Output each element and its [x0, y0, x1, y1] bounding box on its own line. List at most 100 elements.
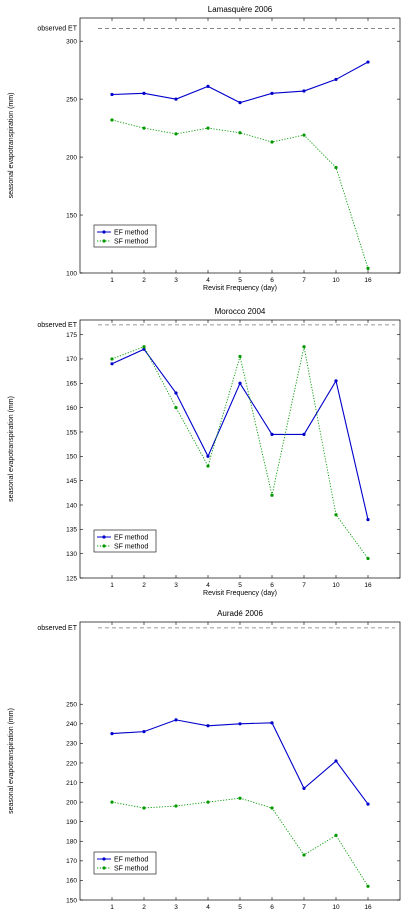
legend-marker	[102, 239, 106, 243]
x-tick-label: 5	[238, 904, 242, 911]
legend-label: SF method	[114, 543, 148, 550]
y-tick-label: 140	[66, 502, 77, 509]
series-line-ef	[111, 348, 369, 520]
series-line-ef	[111, 61, 369, 104]
y-tick-label: 300	[66, 38, 77, 45]
data-point	[110, 118, 114, 122]
data-point	[302, 432, 306, 436]
x-tick-label: 3	[174, 582, 178, 589]
y-tick-label: 100	[66, 270, 77, 277]
x-tick-label: 3	[174, 277, 178, 284]
data-point	[334, 165, 338, 170]
x-tick-label: 1	[110, 277, 114, 284]
y-axis-label: seasonal evapotranspiration (mm)	[8, 93, 15, 199]
data-point	[110, 800, 114, 804]
x-tick-label: 7	[302, 904, 306, 911]
legend-label: SF method	[114, 865, 148, 872]
data-point	[302, 133, 306, 137]
data-point	[110, 92, 114, 97]
x-tick-label: 10	[332, 277, 340, 284]
x-tick-label: 4	[206, 277, 210, 284]
legend-marker	[102, 230, 106, 234]
data-point	[206, 454, 210, 458]
x-axis-label: Revisit Frequency (day)	[203, 285, 277, 292]
legend-label: EF method	[114, 534, 148, 541]
legend: EF method SF method	[93, 851, 157, 875]
data-point	[238, 381, 242, 385]
data-point	[206, 464, 210, 468]
data-point	[270, 806, 274, 810]
data-point	[334, 379, 338, 383]
data-point	[174, 406, 178, 410]
data-point	[366, 556, 370, 561]
y-tick-label: 250	[66, 96, 77, 103]
chart-panel-2: Morocco 2004 1 2 3 4 5 6 7 10 16 125 130 135 140 145 15…	[8, 307, 401, 597]
legend: EF method SF method	[93, 529, 157, 553]
data-point	[270, 493, 274, 497]
data-point	[174, 391, 178, 395]
data-point	[270, 91, 274, 95]
y-axis-label: seasonal evapotranspiration (mm)	[8, 396, 15, 502]
legend-marker	[102, 857, 106, 861]
series-line-sf	[111, 119, 369, 269]
observed-et-label: observed ET	[37, 322, 77, 329]
data-point	[142, 126, 146, 130]
y-tick-label: 220	[66, 760, 77, 767]
data-point	[366, 802, 370, 806]
x-tick-label: 6	[270, 904, 274, 911]
legend: EF method SF method	[93, 224, 157, 248]
data-point	[334, 759, 338, 763]
data-point	[238, 722, 242, 726]
legend-marker	[102, 544, 106, 548]
x-tick-label: 1	[110, 582, 114, 589]
x-tick-label: 2	[142, 277, 146, 284]
data-point	[174, 132, 178, 136]
x-tick-label: 2	[142, 904, 146, 911]
y-tick-label: 180	[66, 839, 77, 846]
data-point	[334, 513, 338, 517]
observed-et-label: observed ET	[37, 26, 77, 33]
legend-label: EF method	[114, 856, 148, 863]
data-point	[366, 266, 370, 270]
data-point	[366, 517, 370, 522]
x-tick-label: 3	[174, 904, 178, 911]
y-tick-label: 130	[66, 551, 77, 558]
data-point	[142, 91, 146, 95]
data-point	[110, 362, 114, 366]
y-tick-label: 135	[66, 527, 77, 534]
chart-title: Morocco 2004	[215, 307, 266, 316]
data-point	[334, 77, 338, 82]
x-tick-label: 4	[206, 582, 210, 589]
data-point	[206, 800, 210, 804]
x-tick-label: 2	[142, 582, 146, 589]
x-tick-label: 16	[364, 904, 372, 911]
data-point	[238, 101, 242, 105]
y-tick-label: 150	[66, 212, 77, 219]
data-point	[270, 140, 274, 144]
legend-label: EF method	[114, 229, 148, 236]
y-tick-label: 250	[66, 702, 77, 709]
data-point	[174, 804, 178, 808]
y-tick-label: 170	[66, 356, 77, 363]
data-point	[302, 345, 306, 349]
data-point	[142, 347, 146, 351]
legend-marker	[102, 535, 106, 539]
legend-label: SF method	[114, 238, 148, 245]
chart-title: Lamasquère 2006	[208, 5, 273, 14]
data-point	[366, 60, 370, 64]
data-point	[174, 718, 178, 722]
data-point	[206, 724, 210, 728]
data-point	[302, 853, 306, 857]
data-point	[366, 884, 370, 888]
observed-et-label: observed ET	[37, 625, 77, 632]
chart-panel-3: Auradé 2006 1 2 3 4 5 6 7 10 16 150 160 170 180 190 200…	[8, 609, 401, 911]
data-point	[270, 721, 274, 725]
y-tick-label: 125	[66, 575, 77, 582]
x-axis-label: Revisit Frequency (day)	[203, 590, 277, 597]
data-point	[302, 89, 306, 93]
legend-box	[93, 529, 157, 553]
y-tick-label: 165	[66, 381, 77, 388]
y-tick-label: 210	[66, 780, 77, 787]
x-tick-label: 6	[270, 582, 274, 589]
